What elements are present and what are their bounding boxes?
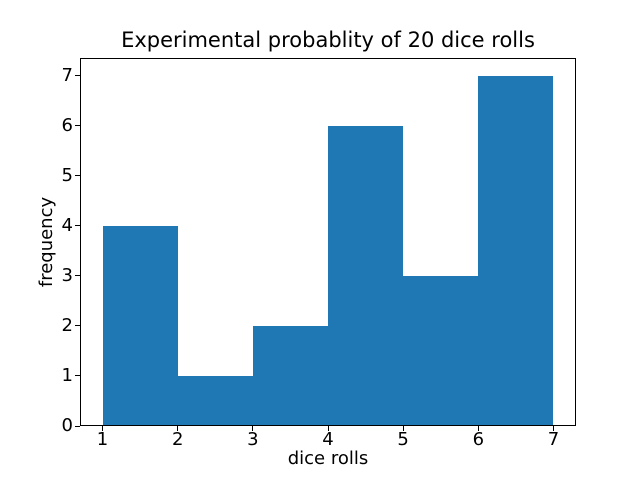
x-tick xyxy=(252,426,254,431)
y-tick-label: 6 xyxy=(61,114,73,136)
y-tick xyxy=(75,75,80,77)
y-tick xyxy=(75,225,80,227)
x-tick-label: 2 xyxy=(171,429,184,450)
chart-title: Experimental probablity of 20 dice rolls xyxy=(121,28,535,52)
y-tick-label: 7 xyxy=(61,64,73,86)
x-tick xyxy=(477,426,479,431)
x-tick-label: 1 xyxy=(96,429,109,450)
y-tick-label: 1 xyxy=(61,364,73,386)
y-tick xyxy=(75,125,80,127)
histogram-bar xyxy=(403,275,479,426)
x-tick-label: 6 xyxy=(472,429,485,450)
y-tick xyxy=(75,275,80,277)
y-tick-label: 3 xyxy=(61,264,73,286)
x-tick-label: 4 xyxy=(322,429,334,450)
y-tick-label: 5 xyxy=(61,164,73,186)
x-tick-label: 5 xyxy=(397,429,409,450)
x-tick xyxy=(327,426,329,431)
y-tick-label: 0 xyxy=(61,415,73,436)
histogram-bar xyxy=(328,125,404,426)
histogram-bar xyxy=(102,225,178,426)
y-tick-label: 2 xyxy=(61,314,73,336)
histogram-bar xyxy=(177,375,253,426)
y-tick xyxy=(75,375,80,377)
y-tick xyxy=(75,175,80,177)
y-tick xyxy=(75,325,80,327)
y-tick-label: 4 xyxy=(61,214,73,236)
x-tick-label: 7 xyxy=(547,429,560,450)
x-tick-label: 3 xyxy=(247,429,259,450)
x-tick xyxy=(102,426,104,431)
x-tick xyxy=(402,426,404,431)
x-tick xyxy=(177,426,179,431)
histogram-bar xyxy=(478,75,554,426)
y-tick xyxy=(75,425,80,427)
plot-area xyxy=(80,58,576,426)
histogram-bar xyxy=(252,325,328,426)
x-axis-label: dice rolls xyxy=(287,448,369,469)
x-tick xyxy=(552,426,554,431)
